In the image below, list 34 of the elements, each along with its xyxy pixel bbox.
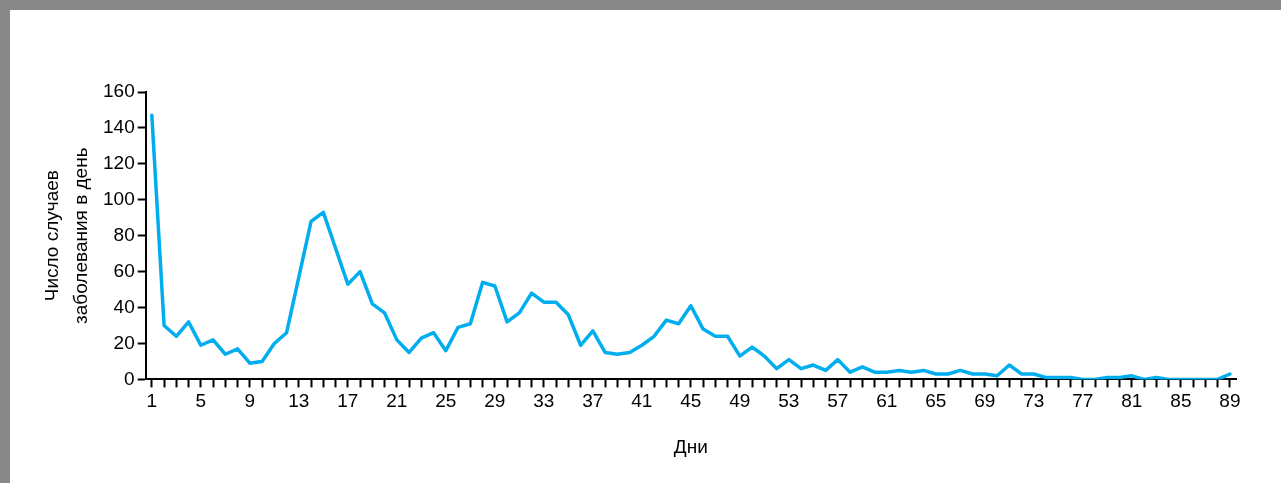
y-tick-label: 140: [103, 116, 135, 138]
x-tick-label: 49: [729, 390, 751, 412]
x-tick-label: 57: [827, 390, 849, 412]
x-tick-label: 77: [1072, 390, 1094, 412]
x-tick-label: 89: [1219, 390, 1241, 412]
x-tick-label: 61: [876, 390, 898, 412]
y-tick-label: 100: [103, 188, 135, 210]
x-tick-label: 73: [1023, 390, 1045, 412]
x-tick-label: 85: [1170, 390, 1192, 412]
x-tick-label: 33: [533, 390, 555, 412]
y-tick-label: 80: [113, 223, 135, 245]
x-tick-label: 65: [925, 390, 947, 412]
x-tick-label: 41: [631, 390, 653, 412]
y-axis-title: Число случаев заболевания в день: [41, 147, 91, 324]
x-tick-label: 81: [1121, 390, 1143, 412]
x-tick-label: 9: [244, 390, 256, 412]
y-tick-label: 60: [113, 259, 135, 281]
x-axis-title: Дни: [673, 435, 708, 457]
x-tick-label: 53: [778, 390, 800, 412]
x-tick-label: 5: [195, 390, 207, 412]
x-tick-label: 37: [582, 390, 604, 412]
x-tick-label: 45: [680, 390, 702, 412]
y-tick-label: 120: [103, 152, 135, 174]
x-tick-label: 69: [974, 390, 996, 412]
x-tick-label: 29: [484, 390, 506, 412]
y-tick-label: 20: [113, 331, 135, 353]
x-tick-label: 13: [288, 390, 310, 412]
x-tick-label: 21: [386, 390, 408, 412]
x-tick-label: 25: [435, 390, 457, 412]
x-tick-label: 17: [337, 390, 359, 412]
y-tick-label: 40: [113, 295, 135, 317]
y-tick-label: 0: [124, 367, 135, 389]
y-tick-label: 160: [103, 80, 135, 102]
x-tick-label: 1: [146, 390, 158, 412]
